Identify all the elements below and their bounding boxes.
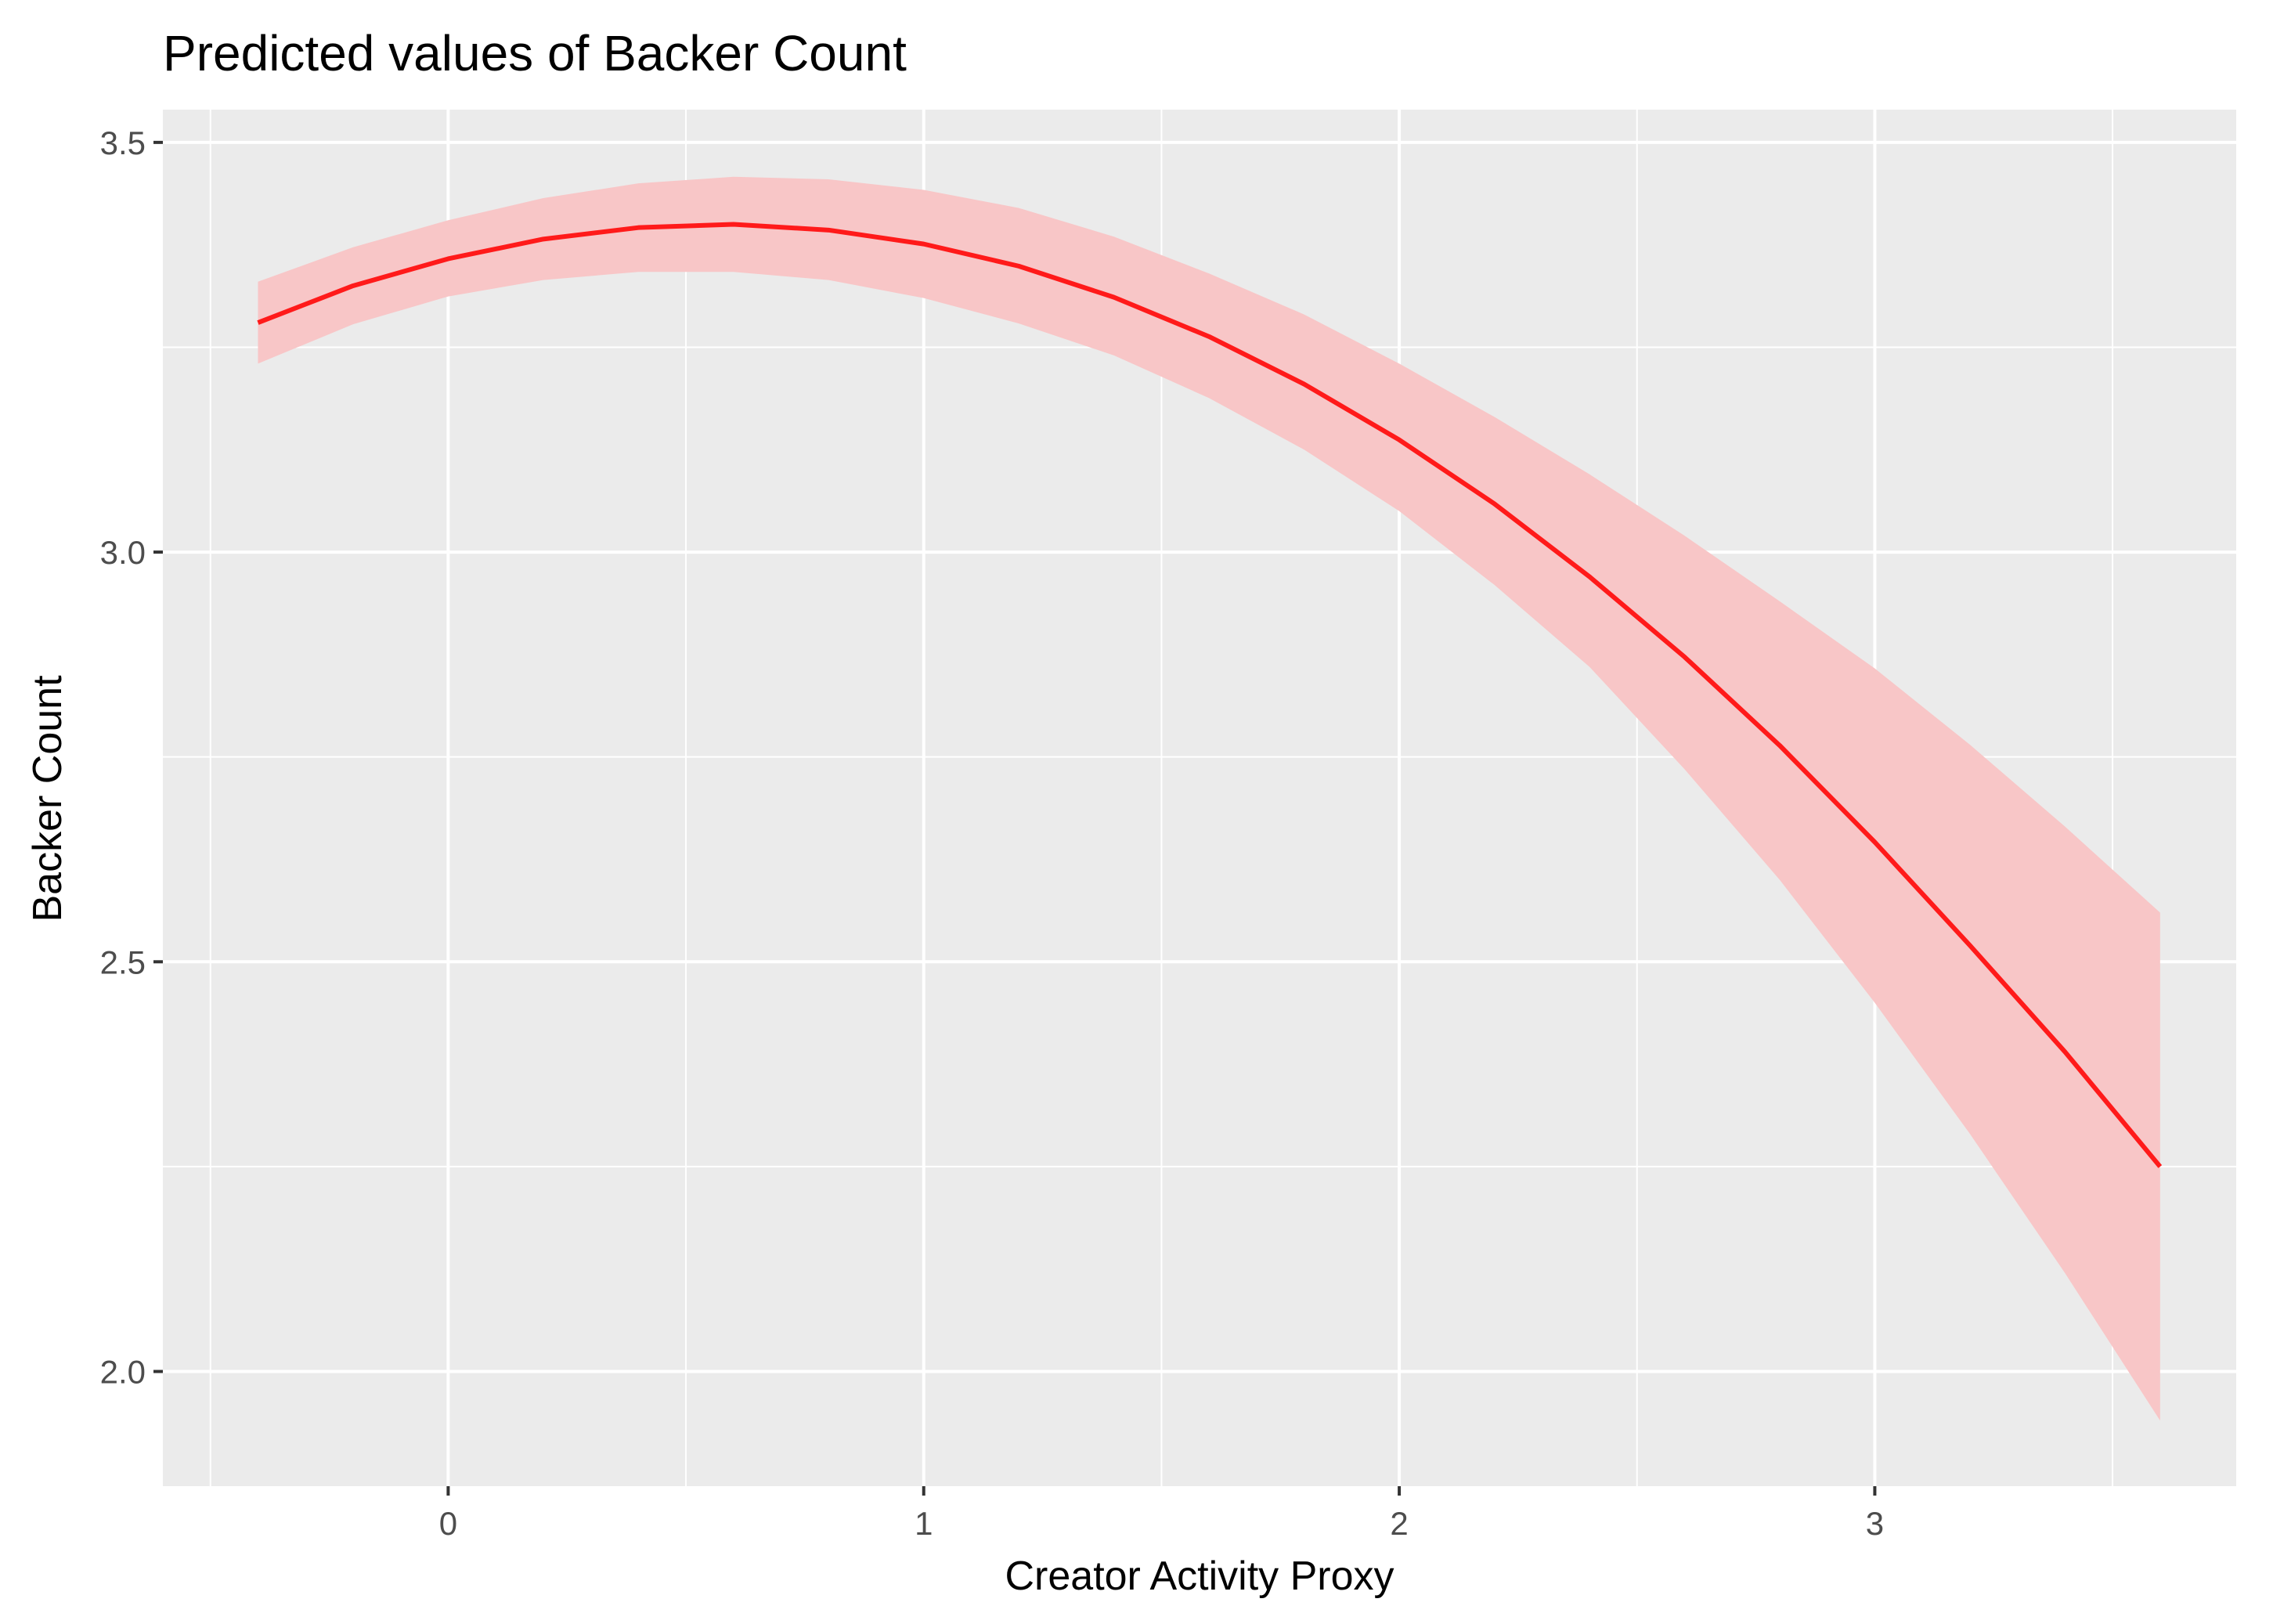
confidence-band-layer bbox=[258, 176, 2160, 1421]
x-axis-title: Creator Activity Proxy bbox=[1005, 1554, 1394, 1599]
y-tick-label: 2.0 bbox=[100, 1354, 146, 1391]
confidence-band bbox=[258, 176, 2160, 1421]
prediction-line bbox=[257, 222, 2163, 1168]
x-axis: 0 1 2 3 bbox=[439, 1486, 1884, 1542]
chart-title: Predicted values of Backer Count bbox=[163, 25, 907, 81]
y-tick-label: 3.0 bbox=[100, 534, 146, 571]
y-axis: 2.0 2.5 3.0 3.5 bbox=[100, 125, 163, 1391]
x-tick-label: 2 bbox=[1390, 1505, 1408, 1542]
y-axis-title: Backer Count bbox=[25, 675, 70, 922]
x-tick-label: 1 bbox=[915, 1505, 933, 1542]
x-tick-label: 0 bbox=[439, 1505, 457, 1542]
prediction-line-layer bbox=[257, 222, 2163, 1168]
x-tick-label: 3 bbox=[1866, 1505, 1884, 1542]
y-tick-label: 2.5 bbox=[100, 944, 146, 980]
major-gridlines bbox=[163, 110, 2236, 1486]
y-tick-label: 3.5 bbox=[100, 125, 146, 161]
